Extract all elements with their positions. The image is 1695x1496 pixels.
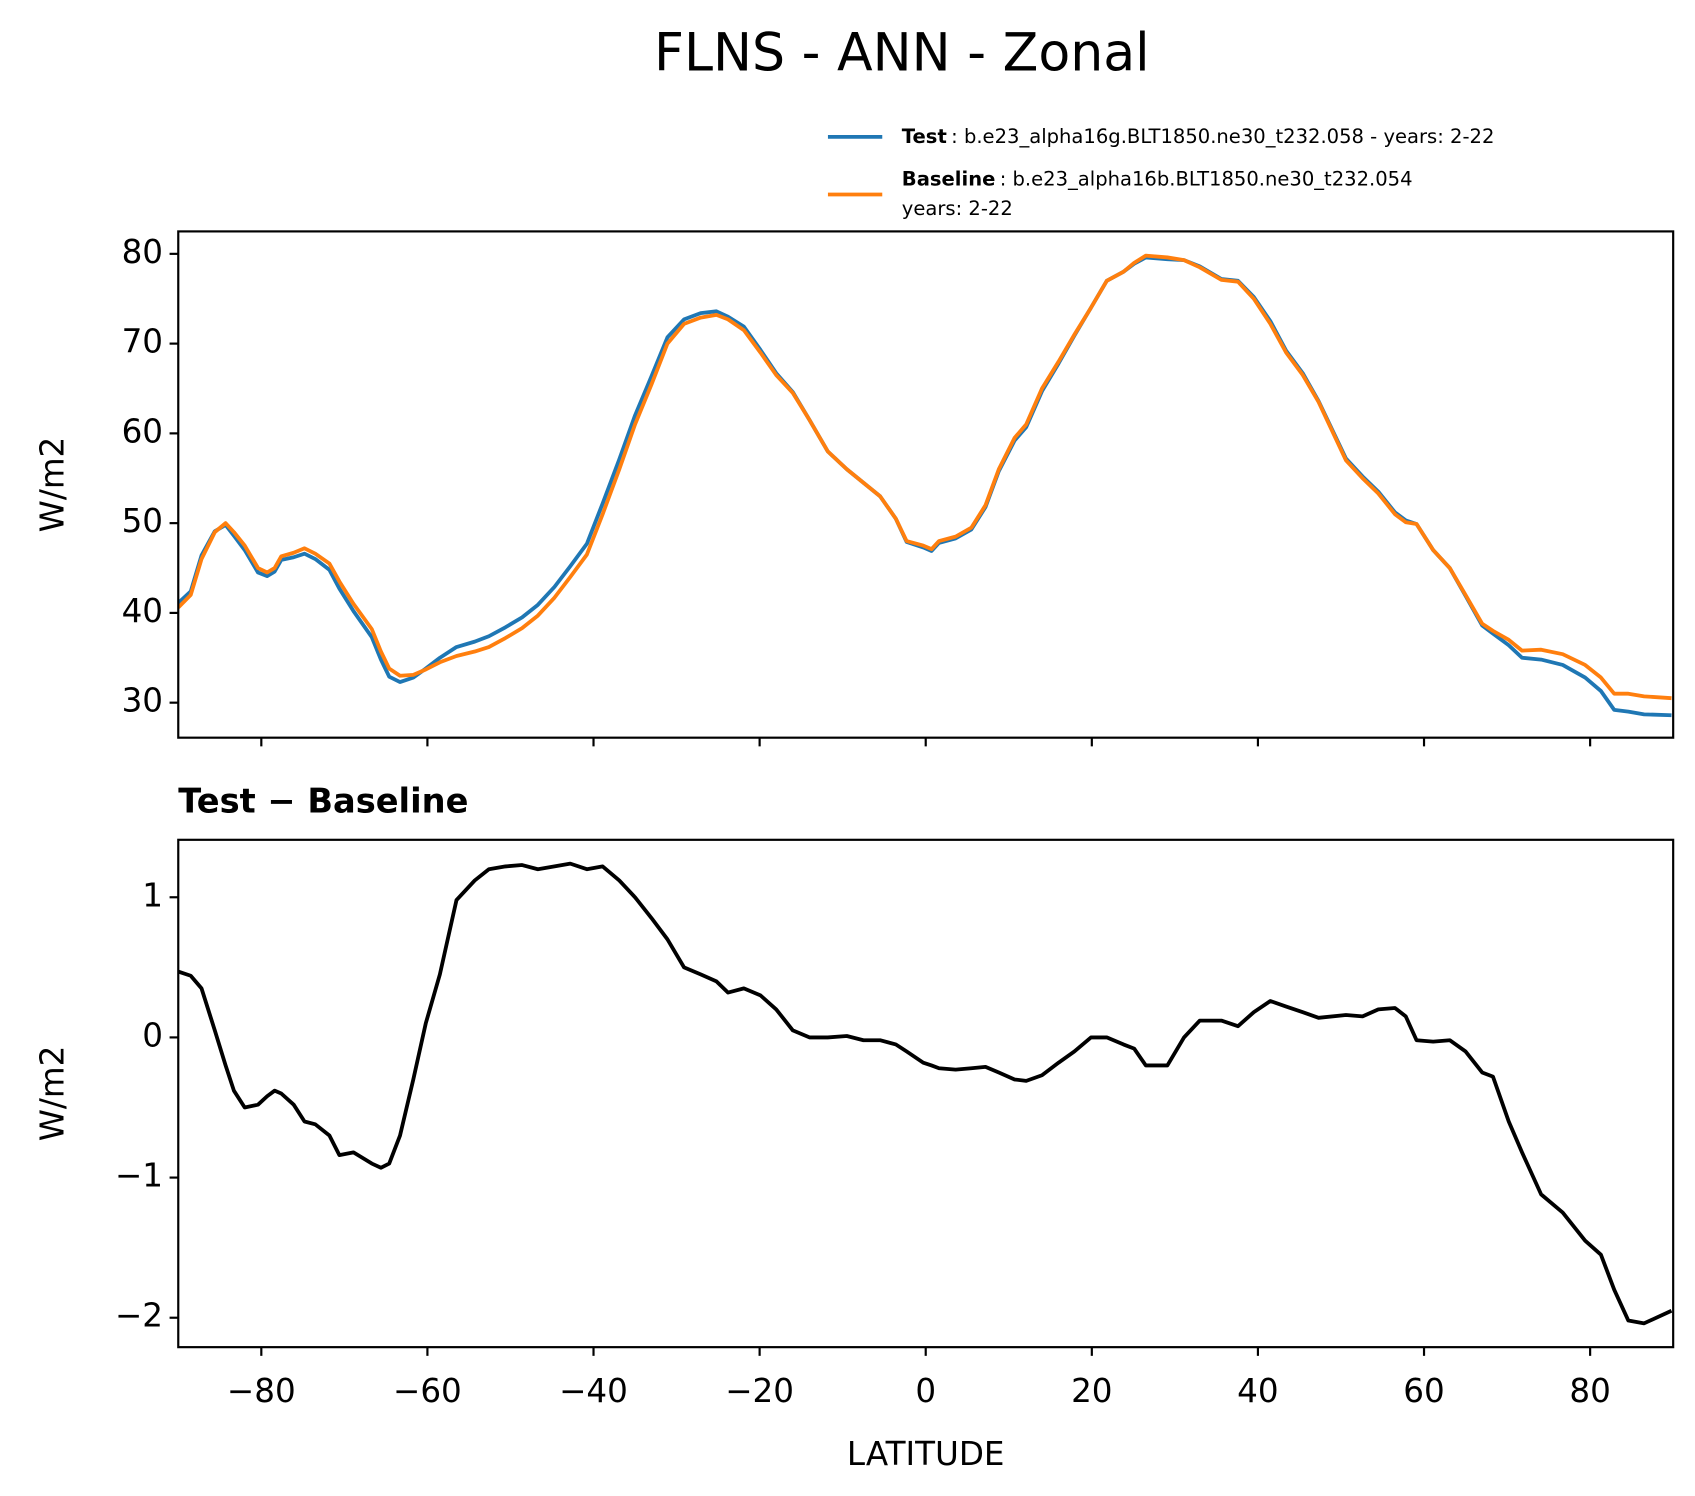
data-line — [178, 861, 1673, 1326]
x-axis-label: LATITUDE — [847, 1435, 1005, 1473]
axes-frame — [177, 838, 1675, 1349]
legend-entry: Test: b.e23_alpha16g.BLT1850.ne30_t232.0… — [902, 124, 1495, 147]
x-tick-label: 60 — [1403, 1372, 1444, 1410]
y-tick-label: 30 — [122, 682, 163, 720]
chart-title: FLNS - ANN - Zonal — [654, 23, 1150, 83]
legend-name: Test — [902, 124, 947, 147]
y-axis-label: W/m2 — [33, 1046, 71, 1142]
y-tick-label: −1 — [115, 1157, 163, 1195]
x-tick-label: −40 — [559, 1372, 628, 1410]
y-tick-label: 1 — [142, 876, 163, 914]
x-tick-label: −80 — [227, 1372, 296, 1410]
y-axis-label: W/m2 — [33, 437, 71, 533]
y-tick-label: −2 — [115, 1297, 163, 1335]
legend-description: years: 2-22 — [902, 197, 1013, 220]
x-tick-label: 20 — [1071, 1372, 1112, 1410]
x-tick-label: 0 — [915, 1372, 936, 1410]
y-tick-label: 70 — [122, 323, 163, 361]
y-tick-label: 0 — [142, 1016, 163, 1054]
y-tick-label: 50 — [122, 502, 163, 540]
axes-frame — [177, 230, 1675, 739]
x-tick-label: 80 — [1569, 1372, 1610, 1410]
legend-description: : b.e23_alpha16g.BLT1850.ne30_t232.058 -… — [951, 124, 1494, 147]
y-tick-label: 40 — [122, 592, 163, 630]
x-tick-label: −20 — [725, 1372, 794, 1410]
x-tick-label: −60 — [393, 1372, 462, 1410]
legend-description: : b.e23_alpha16b.BLT1850.ne30_t232.054 — [1000, 167, 1413, 190]
y-tick-label: 80 — [122, 233, 163, 271]
x-tick-label: 40 — [1237, 1372, 1278, 1410]
y-tick-label: 60 — [122, 412, 163, 450]
subplot-title: Test − Baseline — [178, 781, 468, 820]
legend-entry: Baseline: b.e23_alpha16b.BLT1850.ne30_t2… — [902, 167, 1413, 190]
legend-name: Baseline — [902, 167, 996, 190]
data-line — [178, 253, 1672, 701]
